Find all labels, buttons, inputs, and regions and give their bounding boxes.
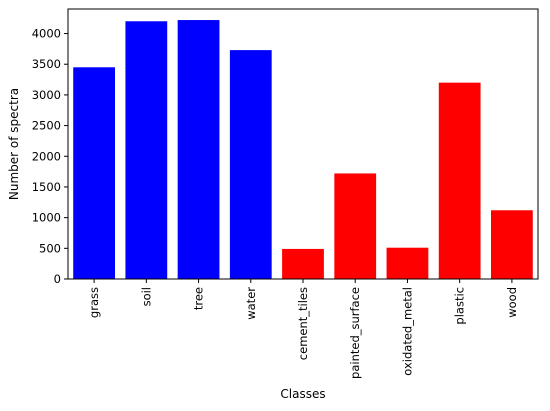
y-tick-label: 0 <box>54 272 61 286</box>
bar-oxidated-metal <box>386 247 429 279</box>
y-tick-label: 1000 <box>32 211 61 225</box>
x-tick-label: grass <box>87 287 101 318</box>
y-tick-label: 2000 <box>32 149 61 163</box>
x-tick-label: plastic <box>453 287 467 325</box>
x-tick-label: water <box>244 287 258 320</box>
y-tick-label: 4000 <box>32 27 61 41</box>
y-axis-ticks: 0 500 1000 1500 2000 2500 3000 3500 4000 <box>32 27 68 286</box>
x-tick-label: tree <box>192 287 206 310</box>
bar-grass <box>73 67 115 279</box>
y-tick-label: 3000 <box>32 88 61 102</box>
plot-frame <box>67 8 539 280</box>
y-tick-label: 500 <box>39 241 61 255</box>
bar-cement-tiles <box>282 248 324 279</box>
bar-wood <box>491 210 533 279</box>
x-tick-label: cement_tiles <box>296 287 310 360</box>
y-tick-label: 2500 <box>32 119 61 133</box>
bar-plastic <box>438 82 481 279</box>
x-axis-ticks: grass soil tree water cement_tiles painted_su… <box>87 279 519 379</box>
y-tick-label: 3500 <box>32 57 61 71</box>
x-tick-label: wood <box>505 287 519 318</box>
bars-group <box>73 20 533 280</box>
bar-soil <box>125 21 168 280</box>
x-axis-label: Classes <box>280 387 325 401</box>
x-tick-label: painted_surface <box>348 287 362 379</box>
x-tick-label: soil <box>139 287 153 306</box>
x-tick-label: oxidated_metal <box>400 287 414 376</box>
y-tick-label: 1500 <box>32 180 61 194</box>
bar-water <box>229 50 272 279</box>
bar-tree <box>177 20 220 280</box>
bar-painted-surface <box>334 173 377 279</box>
y-axis-label: Number of spectra <box>7 88 21 200</box>
